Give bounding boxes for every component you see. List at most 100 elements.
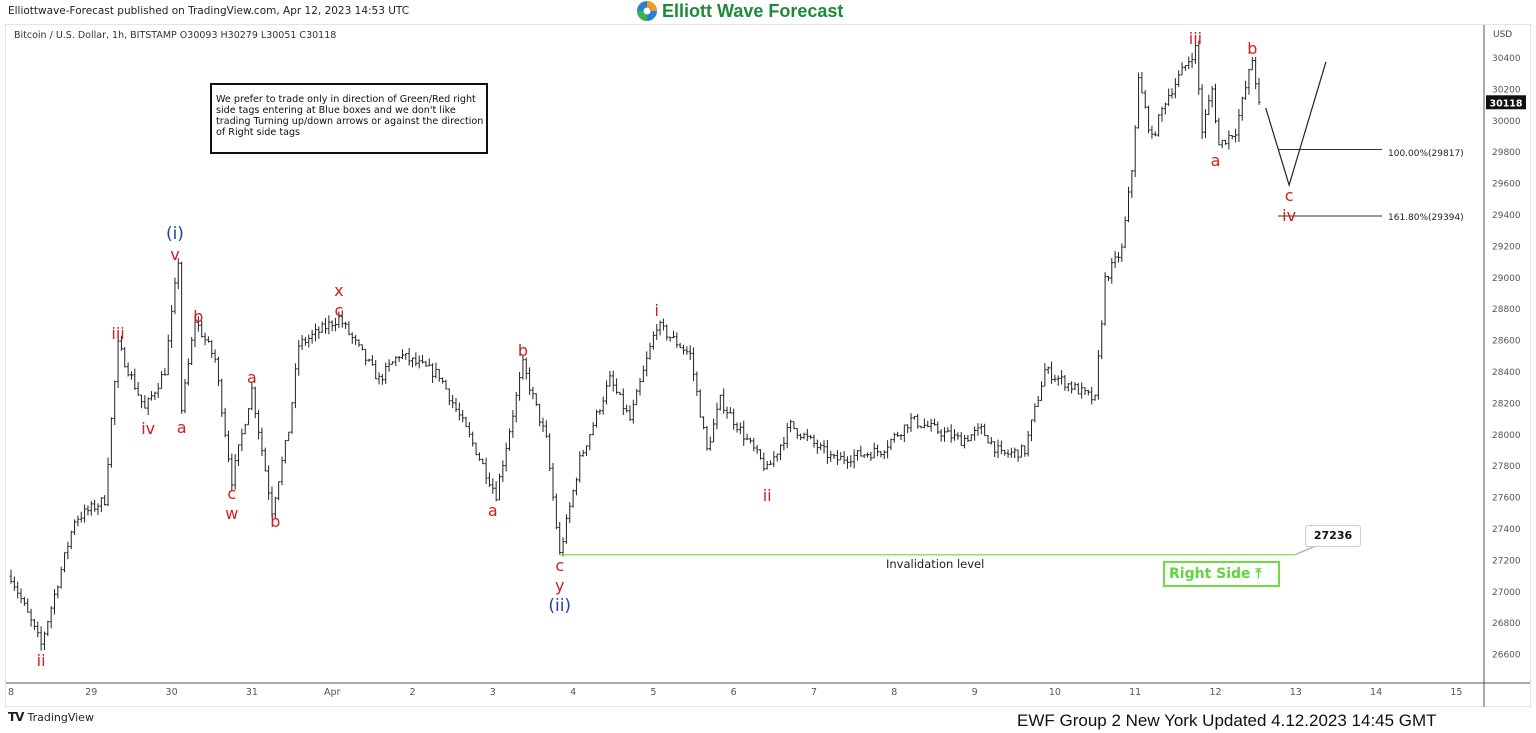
price-bar <box>370 355 374 366</box>
price-bar <box>822 440 826 454</box>
price-bar <box>1247 68 1251 95</box>
price-bar <box>792 421 796 430</box>
price-bar <box>959 432 963 447</box>
price-bar <box>869 451 873 461</box>
price-bar <box>762 452 766 471</box>
price-bar <box>83 504 87 523</box>
price-bar <box>347 321 351 336</box>
price-bar <box>946 427 950 433</box>
price-bar <box>196 316 200 332</box>
wave-label: b <box>518 341 528 360</box>
wave-label: ii <box>763 486 772 505</box>
wave-label: y <box>555 576 564 595</box>
price-bar <box>59 566 63 589</box>
price-bar <box>1207 94 1211 116</box>
price-bar <box>879 450 883 458</box>
price-bar <box>203 332 207 346</box>
price-bar <box>1029 419 1033 442</box>
price-bar <box>825 439 829 465</box>
price-bar <box>240 428 244 452</box>
y-tick-label: 27800 <box>1492 462 1521 472</box>
price-bar <box>133 368 137 391</box>
price-bar <box>1193 41 1197 64</box>
price-bar <box>735 422 739 433</box>
price-bar <box>350 332 354 344</box>
price-bar <box>364 348 368 366</box>
price-bar <box>357 339 361 347</box>
price-bar <box>511 409 515 438</box>
price-bar <box>1096 350 1100 400</box>
price-bar <box>190 337 194 366</box>
price-bar <box>725 406 729 419</box>
price-bar <box>86 505 90 516</box>
y-tick-label: 28800 <box>1492 305 1521 315</box>
price-bar <box>337 311 341 329</box>
price-bar <box>93 499 97 512</box>
price-bar <box>936 421 940 434</box>
price-bar <box>210 340 214 359</box>
invalidation-label: Invalidation level <box>886 557 985 571</box>
x-tick-label: 30 <box>166 687 178 698</box>
price-bar <box>1090 386 1094 405</box>
fib-161-label: 161.80%(29394) <box>1388 213 1464 223</box>
price-bar <box>628 405 632 421</box>
price-bar <box>193 315 197 348</box>
x-tick-label: 5 <box>650 687 656 698</box>
x-tick-label: Apr <box>324 687 341 698</box>
price-bar <box>829 450 833 463</box>
price-bar <box>976 423 980 436</box>
price-bar <box>263 447 267 472</box>
price-bar <box>835 450 839 466</box>
price-bar <box>1019 444 1023 458</box>
wave-label: b <box>270 512 280 531</box>
price-bar <box>1197 40 1201 95</box>
price-bar <box>564 514 568 544</box>
price-bar <box>19 588 23 604</box>
price-bar <box>889 438 893 451</box>
x-tick-label: 12 <box>1209 687 1221 698</box>
price-bar <box>1217 117 1221 146</box>
price-bar <box>1076 382 1080 395</box>
price-bar <box>769 460 773 466</box>
up-arrow-icon: ⤒ <box>1255 566 1262 582</box>
y-tick-label: 30000 <box>1492 117 1521 127</box>
price-bar <box>799 433 803 441</box>
price-bar <box>872 442 876 459</box>
price-bar <box>139 394 143 409</box>
price-bar <box>1073 382 1077 390</box>
price-bar <box>317 326 321 340</box>
price-bar <box>1210 86 1214 108</box>
price-bar <box>1177 70 1181 87</box>
price-bar <box>109 417 113 468</box>
price-bar <box>397 355 401 363</box>
price-bar <box>508 428 512 451</box>
price-bar <box>1214 83 1217 124</box>
price-bar <box>267 465 271 500</box>
price-bar <box>136 382 140 396</box>
tradingview-brand[interactable]: TV TradingView <box>8 710 94 724</box>
price-bar <box>1170 88 1174 99</box>
wave-label: a <box>488 501 498 520</box>
price-bar <box>454 397 458 413</box>
price-bar <box>56 585 60 599</box>
price-bar <box>929 418 933 432</box>
price-bar <box>103 495 107 506</box>
price-bar <box>595 409 599 428</box>
price-bar <box>1093 394 1097 401</box>
price-bar <box>1183 65 1187 71</box>
price-bar <box>12 576 16 591</box>
price-bar <box>76 515 80 527</box>
price-bar <box>73 519 77 535</box>
price-bar <box>745 433 749 441</box>
price-bar <box>377 372 381 385</box>
price-bar <box>1160 106 1164 122</box>
price-bar <box>963 434 967 449</box>
price-bars <box>9 40 1261 651</box>
price-bar <box>1066 383 1070 392</box>
price-bar <box>1060 370 1064 385</box>
price-bar <box>581 449 585 457</box>
price-bar <box>497 473 501 501</box>
price-bar <box>176 258 180 290</box>
price-bar <box>648 342 652 360</box>
